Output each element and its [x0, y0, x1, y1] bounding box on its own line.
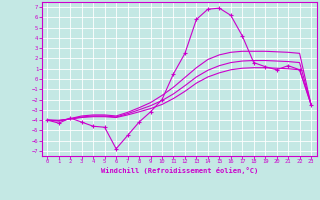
- X-axis label: Windchill (Refroidissement éolien,°C): Windchill (Refroidissement éolien,°C): [100, 167, 258, 174]
